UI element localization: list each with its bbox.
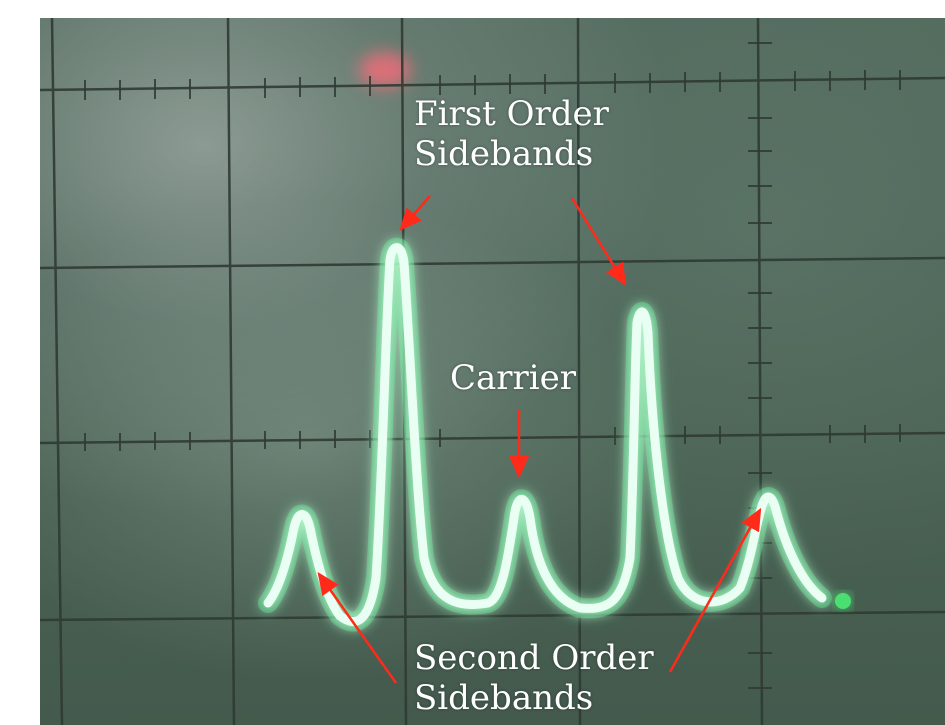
second-order-line2: Sidebands: [414, 678, 594, 718]
oscilloscope-screen: [40, 18, 945, 725]
trace-end-dot: [835, 593, 851, 609]
first-order-line1: First Order: [414, 94, 609, 134]
horizontal-ticks: [84, 70, 901, 451]
first-order-line2: Sidebands: [414, 134, 594, 174]
arrow-first-order-right: [570, 197, 627, 287]
annotation-arrows: [317, 195, 762, 684]
vertical-ticks: [748, 42, 772, 689]
arrow-first-order-left: [399, 195, 431, 231]
second-order-sidebands-label: Second Order Sidebands: [414, 638, 654, 718]
spectrum-trace: [258, 237, 832, 632]
arrow-second-order-left: [317, 571, 398, 684]
arrow-second-order-right: [668, 507, 762, 673]
second-order-line1: Second Order: [414, 638, 654, 678]
first-order-sidebands-label: First Order Sidebands: [414, 94, 609, 174]
oscilloscope-photo: First Order Sidebands Carrier Second Ord…: [40, 18, 945, 725]
red-glare: [359, 52, 411, 88]
carrier-label: Carrier: [450, 358, 576, 398]
carrier-text: Carrier: [450, 358, 577, 398]
